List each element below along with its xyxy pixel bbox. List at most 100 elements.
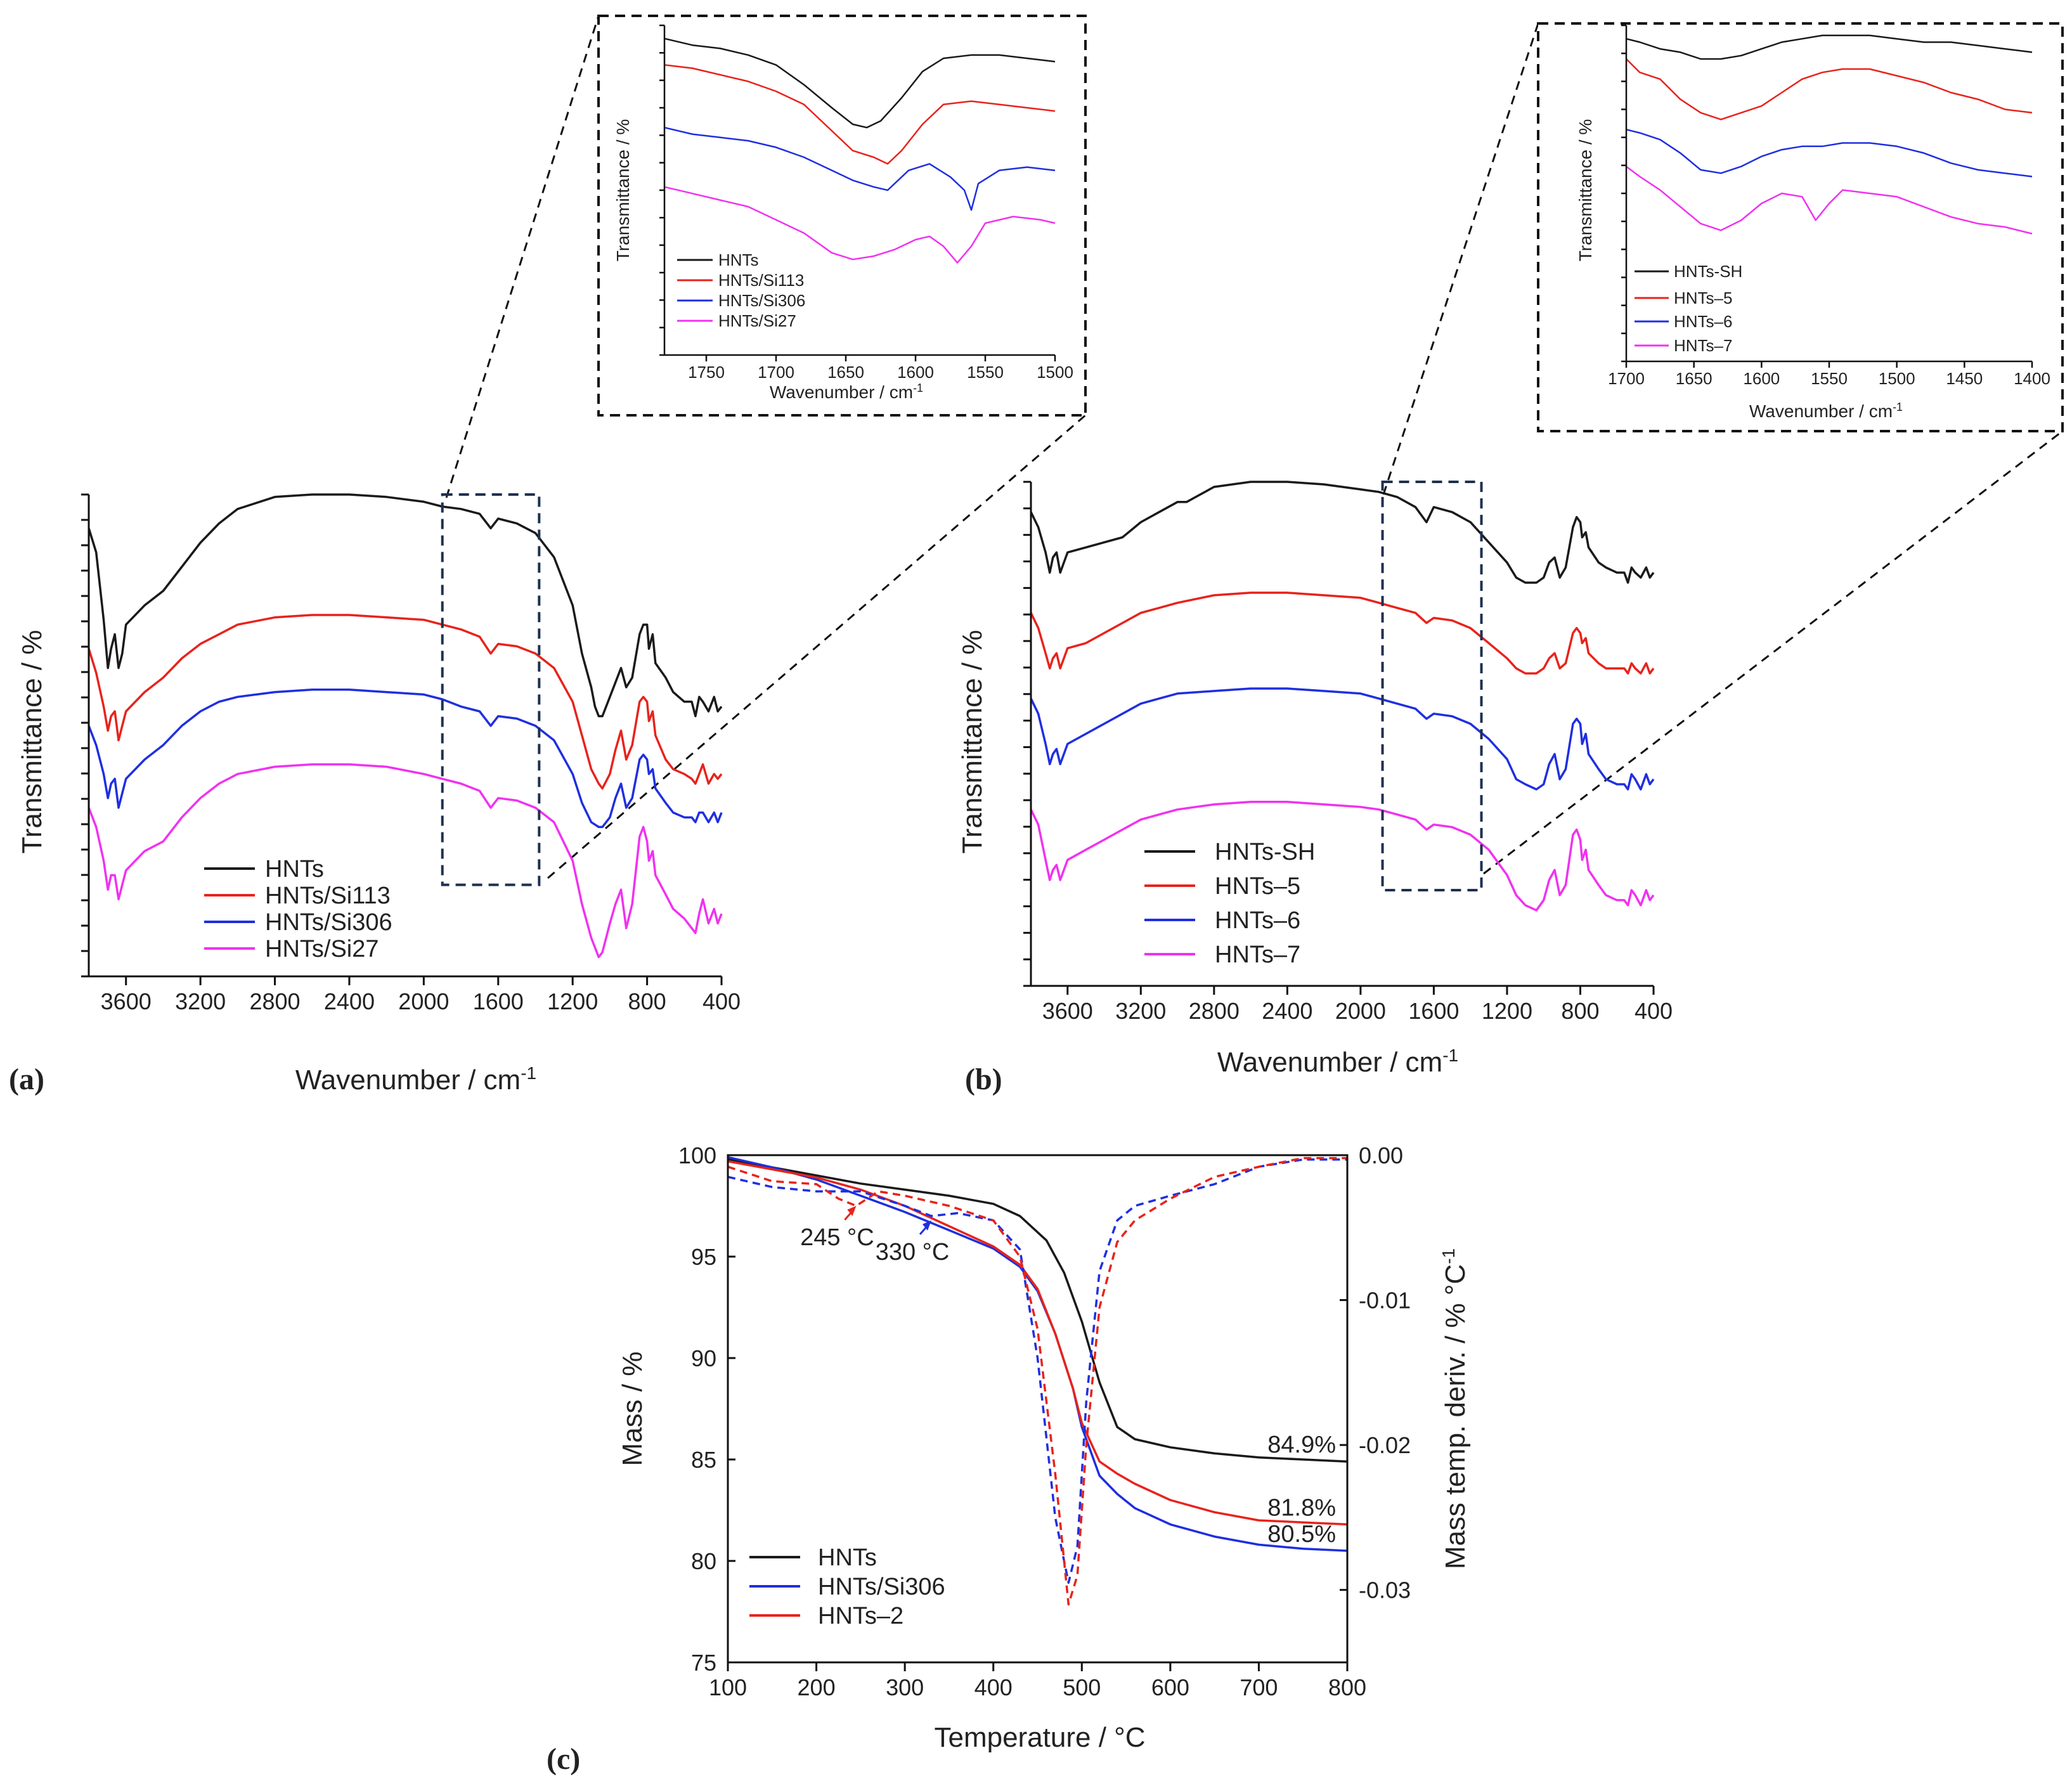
xlabel-b: Wavenumber / cm-1 [1217, 1045, 1458, 1078]
legend-label-c-si306: HNTs/Si306 [818, 1574, 945, 1600]
x-tick-label: 600 [1151, 1674, 1189, 1700]
legend-b: HNTs-SH HNTs–5 HNTs–6 HNTs–7 [1144, 839, 1315, 968]
x-tick-label: 1600 [1743, 369, 1780, 388]
ylabel-c: Mass / % [617, 1352, 648, 1466]
chart-a-main: 3600 3200 2800 2400 2000 1600 1200 800 400 Trans… [9, 493, 741, 1096]
legend-c: HNTs HNTs/Si306 HNTs–2 [749, 1544, 945, 1629]
series-line-hnts-si306 [727, 1156, 1348, 1552]
y2-tick-label: -0.02 [1359, 1432, 1411, 1458]
axes-b-inset: 1700 1650 1600 1550 1500 1450 1400 [1608, 24, 2050, 388]
legend-label-hnts-6: HNTs–6 [1215, 907, 1300, 934]
x-tick-label: 2000 [398, 988, 449, 1014]
x-tick-label: 200 [798, 1674, 836, 1700]
legend-label-inset-hnts-7: HNTs–7 [1674, 336, 1732, 355]
legend-label-c-hnts: HNTs [818, 1544, 877, 1571]
x-tick-label: 2800 [1189, 998, 1240, 1024]
y2-tick-label: -0.03 [1359, 1577, 1411, 1603]
x-tick-label: 500 [1063, 1674, 1101, 1700]
x-tick-label: 300 [886, 1674, 924, 1700]
axes-b: 3600 3200 2800 2400 2000 1600 1200 800 400 [1023, 481, 1673, 1024]
annotation-label: 81.8% [1267, 1494, 1336, 1521]
annotation-label: 80.5% [1267, 1521, 1336, 1548]
highlight-box-a [441, 493, 541, 886]
xlabel-a-inset: Wavenumber / cm-1 [770, 382, 923, 402]
x-tick-label: 1550 [1811, 369, 1848, 388]
y-tick-label: 85 [691, 1447, 716, 1473]
annotation-label: 245 °C [800, 1224, 874, 1251]
legend-label-inset-hnts: HNTs [718, 250, 759, 269]
series-line-hnts-si306 [664, 126, 1056, 211]
x-tick-label: 800 [1328, 1674, 1366, 1700]
series-line-hnts-2 [727, 1160, 1348, 1526]
axes-c: 100 200 300 400 500 600 700 800 75 80 85 90 95 100 0.0… [678, 1142, 1411, 1700]
series-line-hnts-2-deriv [727, 1156, 1347, 1606]
x-tick-label: 1700 [758, 363, 794, 382]
x-tick-label: 2000 [1335, 998, 1386, 1024]
xlabel-a: Wavenumber / cm-1 [295, 1063, 536, 1096]
legend-label-inset-hnts-6: HNTs–6 [1674, 312, 1732, 331]
connector-b-left [1382, 23, 1539, 495]
annotation-arrowhead [847, 1206, 857, 1216]
series-line-hnts-si27 [664, 186, 1056, 264]
x-tick-label: 400 [974, 1674, 1013, 1700]
x-tick-label: 800 [1561, 998, 1599, 1024]
x-tick-label: 1400 [2014, 369, 2050, 388]
chart-c-tga: 100 200 300 400 500 600 700 800 75 80 85 90 95 100 0.0… [547, 1142, 1471, 1776]
y-tick-label: 100 [678, 1142, 716, 1168]
series-line-hnts-si113 [664, 64, 1056, 165]
x-tick-label: 2400 [1262, 998, 1312, 1024]
series-line-hnts [87, 493, 723, 718]
ylabel-b-inset: Transmittance / % [1576, 119, 1595, 262]
x-tick-label: 1700 [1608, 369, 1645, 388]
series-line-hnts-5 [1626, 58, 2033, 120]
y2-tick-label: -0.01 [1359, 1288, 1411, 1314]
axes-a-inset: 1750 1700 1650 1600 1550 1500 [659, 24, 1073, 382]
series-line-hnts-6 [1030, 687, 1655, 791]
legend-a: HNTs HNTs/Si113 HNTs/Si306 HNTs/Si27 [204, 856, 392, 962]
connector-a-left [445, 15, 600, 498]
legend-label-inset-si113: HNTs/Si113 [718, 271, 804, 290]
y-tick-label: 80 [691, 1548, 716, 1574]
legend-label-inset-si27: HNTs/Si27 [718, 311, 796, 330]
series-line-hnts-5 [1030, 592, 1655, 675]
annotation-label: 330 °C [876, 1239, 950, 1265]
panel-label-b: (b) [965, 1063, 1002, 1096]
legend-label-inset-hnts-5: HNTs–5 [1674, 288, 1732, 307]
inset-frame-a [597, 15, 1087, 417]
x-tick-label: 3200 [1115, 998, 1166, 1024]
series-line-hnts-7 [1030, 801, 1655, 912]
legend-label-hnts-7: HNTs–7 [1215, 942, 1300, 968]
x-tick-label: 1650 [827, 363, 864, 382]
chart-b-main: 3600 3200 2800 2400 2000 1600 1200 800 400 Trans… [957, 481, 1673, 1096]
x-tick-label: 400 [1635, 998, 1673, 1024]
legend-label-inset-si306: HNTs/Si306 [718, 291, 805, 310]
x-tick-label: 1750 [688, 363, 725, 382]
xlabel-c: Temperature / °C [934, 1722, 1145, 1753]
chart-a-inset: 1750 1700 1650 1600 1550 1500 Transmittance /… [613, 24, 1073, 402]
ylabel-a: Transmittance / % [16, 630, 48, 854]
legend-label-c-hnts-2: HNTs–2 [818, 1603, 903, 1629]
x-tick-label: 800 [628, 988, 666, 1014]
x-tick-label: 3600 [1042, 998, 1093, 1024]
series-line-hnts-6 [1626, 129, 2033, 178]
legend-label-si27: HNTs/Si27 [265, 936, 379, 962]
series-line-hnts [664, 37, 1056, 129]
annotation-label: 84.9% [1267, 1432, 1336, 1458]
series-line-hnts [727, 1158, 1348, 1463]
highlight-box-b [1381, 481, 1483, 891]
x-tick-label: 1600 [897, 363, 934, 382]
x-tick-label: 100 [709, 1674, 747, 1700]
connector-b-right [1483, 430, 2063, 875]
x-tick-label: 1500 [1037, 363, 1073, 382]
x-tick-label: 1550 [967, 363, 1004, 382]
x-tick-label: 1600 [473, 988, 524, 1014]
axes-a: 3600 3200 2800 2400 2000 1600 1200 800 400 [81, 493, 741, 1014]
ylabel-a-inset: Transmittance / % [613, 119, 633, 262]
plot-frame [727, 1154, 1349, 1664]
x-tick-label: 700 [1240, 1674, 1278, 1700]
series-line-hnts-sh [1626, 34, 2033, 60]
x-tick-label: 2400 [324, 988, 375, 1014]
y-tick-label: 95 [691, 1244, 716, 1270]
legend-label-hnts-5: HNTs–5 [1215, 873, 1300, 900]
